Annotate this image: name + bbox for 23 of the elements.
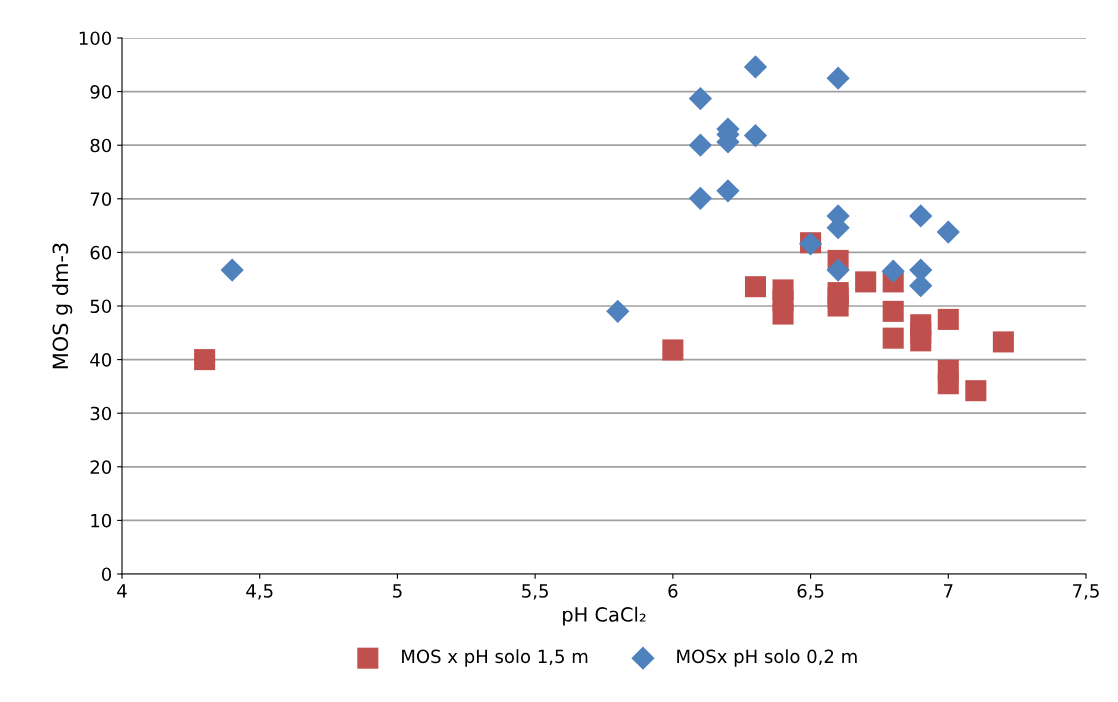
y-tick-label: 70 bbox=[90, 192, 112, 206]
x-tick-label: 7,5 bbox=[1073, 584, 1099, 600]
y-axis-title: MOS g dm-3 bbox=[52, 243, 73, 369]
x-tick-label: 5 bbox=[393, 584, 402, 598]
y-tick-label: 60 bbox=[90, 245, 112, 260]
legend-label: MOSx pH solo 0,2 m bbox=[677, 649, 857, 667]
y-tick-label: 30 bbox=[90, 406, 112, 421]
y-tick-label: 90 bbox=[90, 85, 112, 99]
y-tick-label: 100 bbox=[79, 31, 112, 46]
x-tick-label: 5,5 bbox=[522, 584, 548, 600]
y-tick-label: 80 bbox=[90, 138, 112, 153]
x-tick-label: 6 bbox=[668, 584, 678, 598]
x-axis-title: pH CaCl₂ bbox=[563, 606, 646, 626]
x-tick-label: 4,5 bbox=[246, 584, 273, 600]
y-tick-label: 50 bbox=[90, 299, 112, 314]
y-tick-label: 10 bbox=[91, 513, 112, 528]
legend-label: MOS x pH solo 1,5 m bbox=[402, 649, 588, 667]
x-tick-label: 6,5 bbox=[797, 584, 824, 600]
y-tick-label: 20 bbox=[90, 460, 112, 474]
x-tick-label: 4 bbox=[117, 584, 127, 598]
x-tick-label: 7 bbox=[944, 584, 953, 598]
y-tick-label: 40 bbox=[90, 353, 112, 367]
y-tick-label: 0 bbox=[101, 567, 112, 582]
